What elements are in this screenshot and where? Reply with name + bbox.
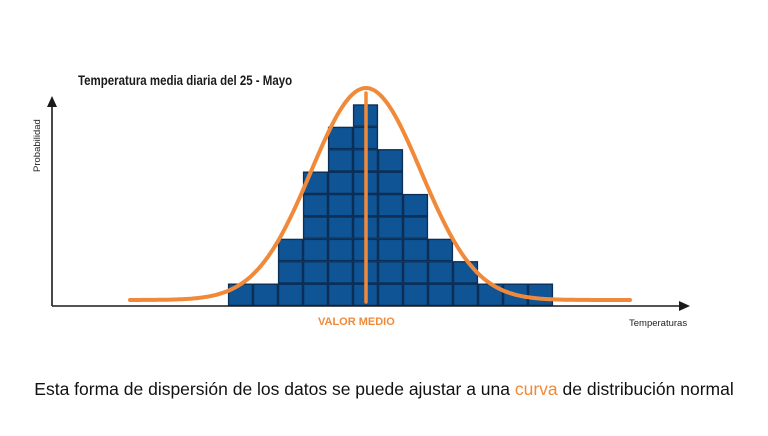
histogram-cell bbox=[277, 238, 304, 262]
histogram-cell bbox=[302, 193, 329, 217]
histogram-cell bbox=[402, 283, 429, 307]
histogram-cell bbox=[377, 261, 404, 284]
histogram-cell bbox=[327, 171, 354, 195]
chart-axes bbox=[47, 96, 690, 311]
histogram-cell bbox=[402, 238, 429, 262]
caption-after: de distribución normal bbox=[557, 379, 734, 399]
histogram-bar bbox=[427, 238, 454, 307]
histogram-cell bbox=[277, 261, 304, 284]
histogram-cell bbox=[377, 238, 404, 262]
histogram-cell bbox=[427, 238, 454, 262]
histogram-cell bbox=[402, 193, 429, 217]
caption-text: Esta forma de dispersión de los datos se… bbox=[14, 378, 754, 400]
histogram-cell bbox=[327, 261, 354, 284]
histogram-cell bbox=[427, 283, 454, 307]
histogram-cell bbox=[327, 193, 354, 217]
histogram-cell bbox=[327, 283, 354, 307]
x-axis-label: Temperaturas bbox=[629, 318, 688, 329]
histogram-bar bbox=[327, 126, 354, 307]
normal-curve bbox=[128, 85, 632, 302]
histogram-cell bbox=[527, 283, 554, 307]
histogram-cell bbox=[427, 261, 454, 284]
y-axis-arrow bbox=[47, 96, 57, 107]
histogram-bar bbox=[302, 171, 329, 307]
histogram-bar bbox=[252, 283, 279, 307]
caption-before: Esta forma de dispersión de los datos se… bbox=[34, 379, 515, 399]
histogram-cell bbox=[402, 216, 429, 239]
histogram-cell bbox=[377, 149, 404, 172]
histogram-bar bbox=[277, 238, 304, 307]
histogram-cell bbox=[452, 283, 479, 307]
histogram-bar bbox=[377, 149, 404, 307]
histogram-cell bbox=[377, 171, 404, 195]
mean-value-label: VALOR MEDIO bbox=[318, 316, 395, 328]
histogram-cell bbox=[327, 126, 354, 150]
y-axis-label: Probabilidad bbox=[32, 119, 43, 172]
histogram-cell bbox=[327, 216, 354, 239]
histogram-bars bbox=[227, 104, 554, 307]
histogram-cell bbox=[252, 283, 279, 307]
histogram-cell bbox=[327, 149, 354, 172]
histogram-cell bbox=[302, 238, 329, 262]
histogram-cell bbox=[302, 283, 329, 307]
chart-title: Temperatura media diaria del 25 - Mayo bbox=[78, 72, 293, 88]
histogram-bar bbox=[402, 193, 429, 307]
histogram-cell bbox=[302, 261, 329, 284]
histogram-cell bbox=[302, 216, 329, 239]
histogram-cell bbox=[452, 261, 479, 284]
histogram-cell bbox=[377, 283, 404, 307]
histogram-bar bbox=[527, 283, 554, 307]
histogram-cell bbox=[377, 193, 404, 217]
histogram-cell bbox=[402, 261, 429, 284]
histogram-cell bbox=[327, 238, 354, 262]
caption-highlight: curva bbox=[514, 379, 558, 399]
x-axis-arrow bbox=[679, 301, 690, 311]
histogram-cell bbox=[277, 283, 304, 307]
histogram-cell bbox=[377, 216, 404, 239]
normal-curve-layer bbox=[128, 85, 632, 304]
